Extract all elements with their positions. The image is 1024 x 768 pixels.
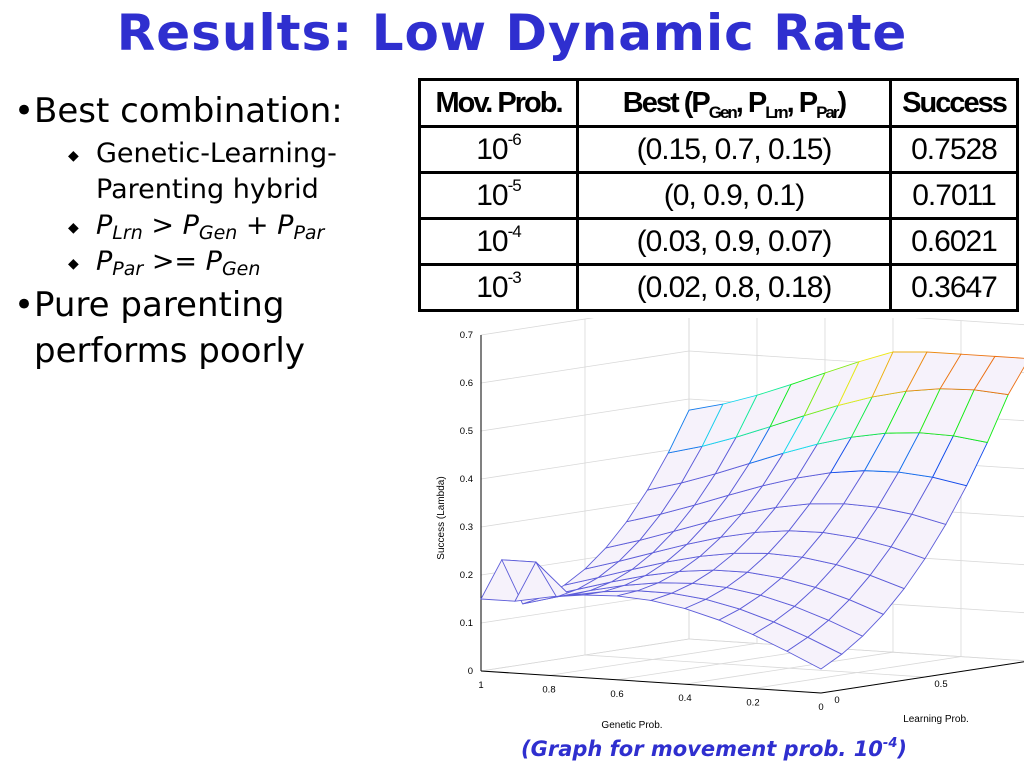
header-mov-prob: Mov. Prob. — [418, 78, 579, 128]
p-symbol: P — [205, 246, 222, 277]
bullet-pure-parenting: • Pure parenting performs poorly — [14, 282, 406, 374]
table-row: 10-6 (0.15, 0.7, 0.15) 0.7528 — [418, 125, 1019, 174]
header-subscript: Lrn — [765, 102, 788, 122]
header-text: Best (P — [622, 86, 711, 119]
cell-base: 10 — [476, 132, 508, 166]
cell-best: (0.02, 0.8, 0.18) — [576, 263, 892, 312]
table-header-row: Mov. Prob. Best (PGen, PLrn, PPar) Succe… — [418, 78, 1019, 128]
cell-best: (0.15, 0.7, 0.15) — [576, 125, 892, 174]
cell-success: 0.6021 — [889, 217, 1019, 266]
z-tick-label: 0.7 — [460, 330, 473, 341]
z-tick-label: 0.4 — [460, 474, 473, 485]
cell-base: 10 — [476, 178, 508, 212]
header-text: , P — [735, 86, 768, 119]
caption-text: ) — [897, 737, 907, 761]
table-row: 10-3 (0.02, 0.8, 0.18) 0.3647 — [418, 263, 1019, 312]
surface-plot: 00.10.20.30.40.50.60.71 0.8 0.6 0.4 0.2 000.5… — [436, 318, 1024, 731]
cell-best: (0, 0.9, 0.1) — [576, 171, 892, 220]
diamond-bullet-icon: ◆ — [68, 220, 79, 236]
x-tick-label: 0.4 — [678, 693, 691, 704]
p-subscript: Par — [112, 258, 144, 280]
cell-mov-prob: 10-4 — [418, 217, 579, 266]
p-symbol: P — [277, 210, 294, 241]
header-text: , P — [786, 86, 819, 119]
cell-best: (0.03, 0.9, 0.07) — [576, 217, 892, 266]
p-subscript: Gen — [198, 222, 238, 244]
cell-base: 10 — [476, 270, 508, 304]
cell-mov-prob: 10-6 — [418, 125, 579, 174]
cell-exponent: -4 — [507, 221, 522, 241]
bullet-list: • Best combination: ◆ Genetic-Learning-P… — [14, 88, 406, 374]
x-axis-label: Genetic Prob. — [601, 720, 662, 731]
slide-title: Results: Low Dynamic Rate — [116, 4, 908, 62]
p-subscript: Gen — [221, 258, 261, 280]
header-best: Best (PGen, PLrn, PPar) — [576, 78, 892, 128]
surface-mesh — [480, 351, 1024, 670]
z-tick-label: 0.5 — [460, 426, 473, 437]
cell-success: 0.3647 — [889, 263, 1019, 312]
header-subscript: Gen — [708, 102, 738, 122]
graph-caption: (Graph for movement prob. 10-4) — [474, 737, 954, 761]
bullet-text: Best combination: — [34, 91, 343, 131]
grid-line — [480, 318, 1024, 336]
header-success: Success — [889, 78, 1019, 128]
grid-line — [688, 638, 1024, 662]
operator: + — [245, 210, 269, 241]
cell-mov-prob: 10-3 — [418, 263, 579, 312]
header-text: ) — [837, 86, 848, 119]
bullet-best-combination: • Best combination: — [14, 88, 406, 134]
z-tick-label: 0 — [468, 666, 473, 677]
p-subscript: Par — [293, 222, 325, 244]
z-tick-label: 0.1 — [460, 618, 473, 629]
p-subscript: Lrn — [112, 222, 143, 244]
results-table: Mov. Prob. Best (PGen, PLrn, PPar) Succe… — [418, 78, 1019, 312]
z-tick-label: 0.3 — [460, 522, 473, 533]
cell-exponent: -6 — [507, 129, 522, 149]
x-tick-label: 0 — [818, 702, 823, 713]
cell-success: 0.7528 — [889, 125, 1019, 174]
diamond-bullet-icon: ◆ — [68, 256, 79, 272]
bullet-dot-icon: • — [14, 91, 35, 131]
cell-base: 10 — [476, 224, 508, 258]
p-symbol: P — [96, 210, 113, 241]
header-subscript: Par — [816, 102, 839, 122]
cell-success: 0.7011 — [889, 171, 1019, 220]
sub-bullet-lrn-gt-gen-par: ◆ PLrn > PGen + PPar — [14, 208, 406, 244]
z-axis-label: Success (Lambda) — [436, 476, 447, 559]
axis-ticks: 00.10.20.30.40.50.60.71 0.8 0.6 0.4 0.2 000.5… — [460, 330, 948, 713]
z-tick-label: 0.6 — [460, 378, 473, 389]
caption-exponent: -4 — [882, 736, 898, 751]
grid-line — [584, 654, 926, 678]
y-axis-line — [820, 661, 1024, 694]
cell-exponent: -3 — [507, 267, 522, 287]
bullet-dot-icon: • — [14, 285, 35, 325]
x-tick-label: 0.2 — [746, 698, 759, 709]
cell-exponent: -5 — [507, 175, 522, 195]
sub-bullet-hybrid: ◆ Genetic-Learning-Parenting hybrid — [14, 136, 406, 208]
cell-mov-prob: 10-5 — [418, 171, 579, 220]
table-row: 10-4 (0.03, 0.9, 0.07) 0.6021 — [418, 217, 1019, 266]
x-tick-label: 0.8 — [542, 684, 555, 695]
x-tick-label: 0.6 — [610, 689, 623, 700]
sub-bullet-text: Genetic-Learning-Parenting hybrid — [96, 138, 337, 205]
sub-bullet-par-gte-gen: ◆ PPar >= PGen — [14, 244, 406, 280]
operator: > — [151, 210, 174, 241]
x-tick-label: 1 — [478, 680, 483, 691]
bullet-text: Pure parenting performs poorly — [34, 285, 306, 371]
x-axis-line — [480, 670, 822, 694]
operator: >= — [151, 246, 198, 277]
p-symbol: P — [96, 246, 113, 277]
surface-cell — [973, 355, 1024, 396]
z-tick-label: 0.2 — [460, 570, 473, 581]
p-symbol: P — [182, 210, 199, 241]
caption-text: (Graph for movement prob. 10 — [521, 737, 883, 761]
y-tick-label: 0 — [834, 695, 839, 706]
table-row: 10-5 (0, 0.9, 0.1) 0.7011 — [418, 171, 1019, 220]
y-axis-label: Learning Prob. — [903, 714, 969, 725]
diamond-bullet-icon: ◆ — [68, 148, 79, 164]
y-tick-label: 0.5 — [934, 679, 947, 690]
